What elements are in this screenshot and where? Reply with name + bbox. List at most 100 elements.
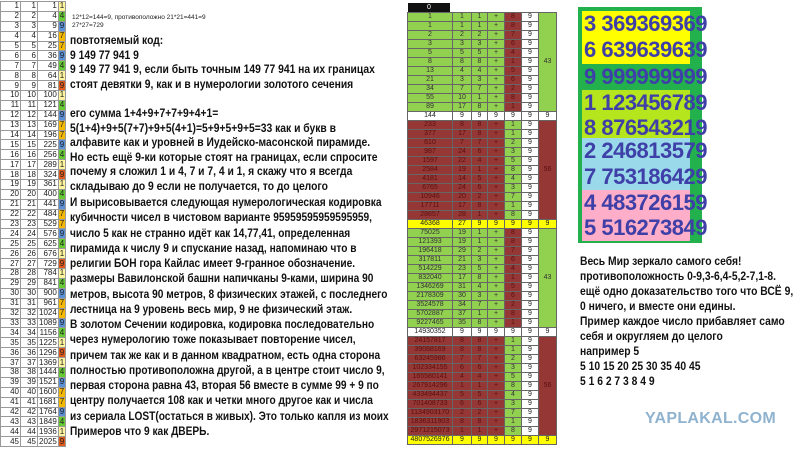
table-cell: 1	[471, 165, 488, 175]
table-cell: 5	[452, 390, 472, 400]
table-cell: 4	[504, 264, 522, 274]
table-cell: 1024	[37, 307, 59, 319]
table-cell: 4	[504, 48, 522, 58]
table-cell: 9	[521, 129, 539, 139]
table-cell: 8	[504, 210, 522, 220]
table-cell: 9	[538, 219, 557, 229]
table-row: 2178309 30 3 +6 9	[407, 291, 557, 301]
table-cell: 63245986	[407, 354, 453, 364]
table-cell: 8	[471, 273, 488, 283]
number-row: 6 639639639	[582, 37, 707, 64]
table-cell: 8	[504, 237, 522, 247]
squares-table: 1 1 1 1 2 2 4 4 3 3 9 9 4 4 16 7 5 5 25 7 6 6 36 9 7 7 49 4 8 8 64 1 9 9 8…	[0, 1, 67, 448]
text-line	[70, 91, 378, 106]
table-cell: 24	[452, 183, 472, 193]
table-cell: 5	[407, 48, 453, 58]
table-cell: 4	[471, 156, 488, 166]
table-row: 317811 21 3 +6 9	[407, 255, 557, 265]
table-cell: 12	[20, 109, 38, 121]
table-cell: 9	[521, 426, 539, 436]
table-cell: 25	[20, 238, 38, 250]
table-cell: 43	[0, 416, 21, 428]
table-cell: 36	[0, 347, 21, 359]
table-cell: 1	[504, 336, 522, 346]
table-cell: 7	[471, 84, 488, 94]
table-row: 514229 23 5 +4 9	[407, 264, 557, 274]
table-cell: 121393	[407, 237, 453, 247]
table-cell: 23	[20, 218, 38, 230]
table-cell: 1225	[37, 337, 59, 349]
table-cell: +	[487, 192, 505, 202]
table-row: 701408733 6 6 +3 9	[407, 399, 557, 409]
table-cell: 1	[452, 12, 472, 22]
table-row: 39 39 1521 9	[0, 376, 67, 388]
table-cell: 21	[20, 198, 38, 210]
table-cell: 11	[0, 99, 21, 111]
table-cell: 9	[521, 273, 539, 283]
text-line: пирамида к числу 9 и спускание назад, на…	[70, 240, 357, 255]
table-cell: 2	[452, 30, 472, 40]
table-cell: 8	[504, 165, 522, 175]
table-cell: 2	[20, 10, 38, 22]
table-cell: 40	[20, 386, 38, 398]
table-cell: 2	[452, 408, 472, 418]
watermark-logo: YAPLAKAL.COM	[645, 410, 777, 427]
text-line: его сумма 1+4+9+7+7+9+4+1=	[70, 105, 219, 120]
table-row: 6 6 36 9	[0, 50, 67, 62]
table-cell: 6	[504, 75, 522, 85]
table-cell: 64	[37, 70, 59, 82]
table-row: 102334155 6 6 +3 9	[407, 363, 557, 373]
table-cell: 1	[407, 21, 453, 31]
table-cell: 9	[471, 219, 488, 229]
table-cell: 8	[471, 417, 488, 427]
table-cell: 3	[471, 255, 488, 265]
table-cell: 4	[37, 10, 59, 22]
table-cell: 16	[20, 149, 38, 161]
digital-root-cell: 1	[57, 1, 67, 12]
table-cell: 7	[471, 300, 488, 310]
table-cell: 3	[504, 147, 522, 157]
table-cell: 28	[20, 268, 38, 279]
table-cell: 10946	[407, 192, 453, 202]
table-cell: 233	[407, 120, 453, 130]
table-cell: +	[487, 48, 505, 58]
digital-root-cell: 9	[57, 347, 67, 359]
table-cell: 35	[0, 337, 21, 349]
table-row: 267914296 1 1 +8 9	[407, 381, 557, 391]
table-cell: 3	[0, 20, 21, 32]
table-cell: 9	[20, 80, 38, 92]
table-cell: 2	[504, 138, 522, 148]
table-cell: 484	[37, 208, 59, 220]
table-cell: 900	[37, 287, 59, 299]
table-cell: 13	[20, 119, 38, 131]
table-row: 233 8 8 +1 9 56	[407, 120, 557, 220]
table-cell: 34	[0, 327, 21, 339]
table-row: 6765 24 6 +3 9	[407, 183, 557, 193]
table-cell: +	[487, 291, 505, 301]
table-row: 3524578 34 7 +2 9	[407, 300, 557, 310]
table-cell: 9	[521, 156, 539, 166]
table-cell: +	[487, 354, 505, 364]
table-cell: 5	[20, 40, 38, 52]
digital-root-cell: 1	[57, 337, 67, 349]
text-line: 9 149 77 941 9, если быть точным 149 77 …	[70, 62, 375, 77]
table-cell: +	[487, 147, 505, 157]
table-cell: 6	[20, 50, 38, 62]
digital-root-cell: 1	[57, 70, 67, 82]
table-cell: 8	[471, 345, 488, 355]
table-cell: 31	[20, 297, 38, 309]
table-cell: 9	[521, 192, 539, 202]
table-cell: 19	[452, 237, 472, 247]
digital-root-cell: 4	[57, 149, 67, 161]
table-cell: 9	[521, 84, 539, 94]
table-cell: 12	[0, 109, 21, 121]
table-cell: 22	[0, 208, 21, 220]
table-cell: 361	[37, 179, 59, 190]
table-cell: 9	[452, 111, 472, 121]
table-cell: 36	[37, 50, 59, 62]
table-cell: 13	[0, 119, 21, 131]
table-cell: +	[487, 39, 505, 49]
table-cell: 37	[452, 309, 472, 319]
